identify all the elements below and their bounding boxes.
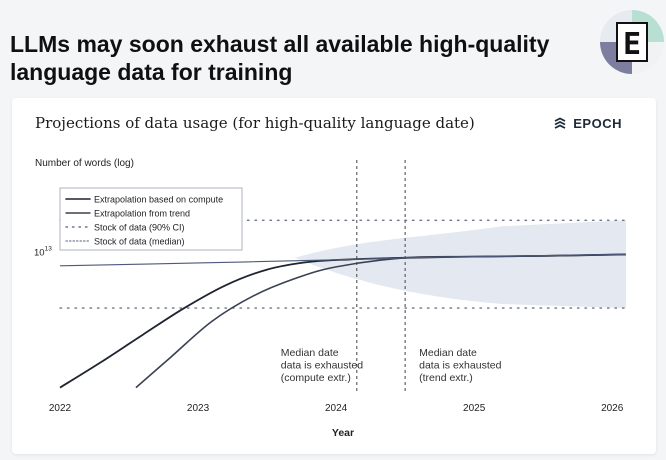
ci-band-layer [59, 219, 627, 309]
vline-label-line: Median date [281, 347, 339, 359]
legend: Extrapolation based on compute Extrapolat… [59, 187, 243, 251]
logo-letter: E [623, 27, 641, 62]
y-tick-label: 1013 [34, 246, 52, 259]
chart-plot: Median date data is exhausted (compute ext… [34, 160, 627, 439]
chart-title: Projections of data usage (for high-qual… [35, 114, 475, 132]
y-axis-label: Number of words (log) [35, 158, 134, 169]
x-tick-label: 2026 [601, 403, 624, 414]
x-tick-label: 2024 [325, 403, 348, 414]
headline: LLMs may soon exhaust all available high… [10, 31, 550, 85]
ci-band-fill [294, 220, 626, 309]
x-tick-label: 2025 [463, 403, 486, 414]
vline-layer: Median date data is exhausted (compute ext… [281, 160, 502, 392]
series-stock-of-data-median- [59, 253, 627, 267]
legend-label: Extrapolation based on compute [94, 195, 223, 205]
legend-label: Extrapolation from trend [94, 209, 190, 219]
x-tick-label: 2022 [49, 403, 72, 414]
vline-label-line: (compute extr.) [281, 372, 351, 384]
epoch-brand: EPOCH [553, 116, 622, 131]
vline-label-line: Median date [419, 347, 477, 359]
vline-label-line: data is exhausted [281, 360, 363, 372]
vline-label-line: (trend extr.) [419, 372, 473, 384]
vline-label-line: data is exhausted [419, 360, 501, 372]
epoch-e-badge-icon: E [600, 10, 664, 74]
epoch-logo-icon [554, 116, 566, 129]
y-tick-exponent: 13 [45, 246, 53, 253]
x-axis-label: Year [332, 427, 354, 439]
series-layer [59, 253, 627, 389]
legend-label: Stock of data (median) [94, 237, 185, 247]
x-tick-label: 2023 [187, 403, 210, 414]
vline-label-1: Median date data is exhausted (compute ext… [281, 347, 363, 384]
vline-label-2: Median date data is exhausted (trend extr.… [419, 347, 501, 384]
chart-card: Projections of data usage (for high-qual… [12, 98, 656, 454]
brand-label: EPOCH [573, 116, 622, 131]
legend-label: Stock of data (90% CI) [94, 223, 185, 233]
